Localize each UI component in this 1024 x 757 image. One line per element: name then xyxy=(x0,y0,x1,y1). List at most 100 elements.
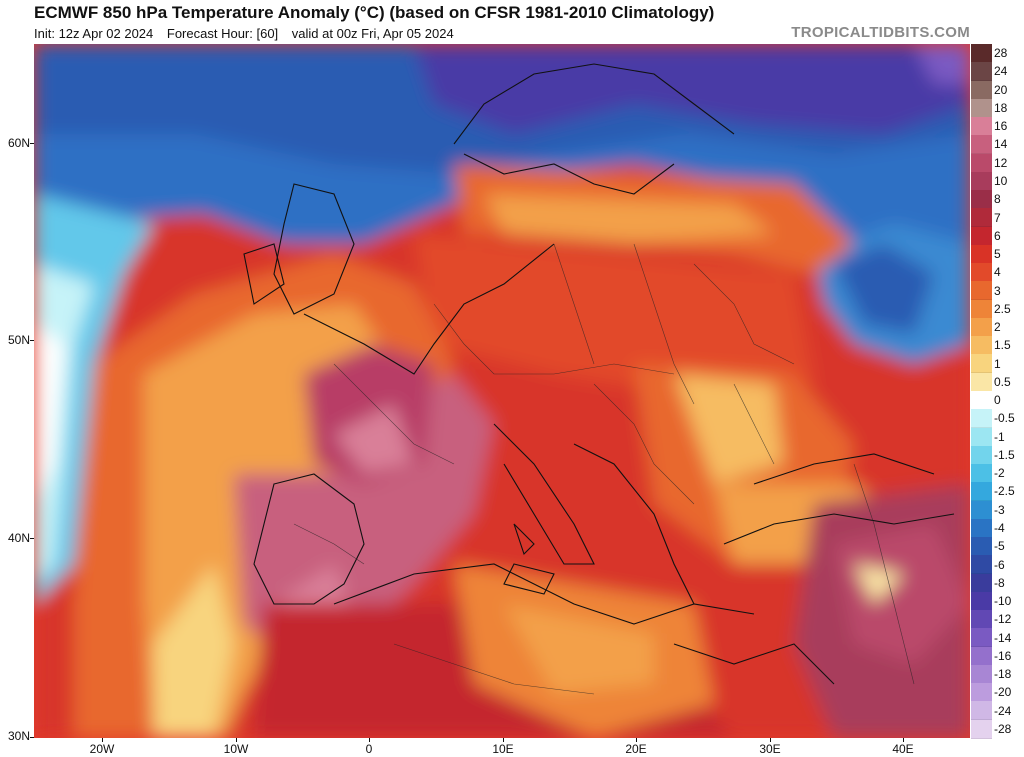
lon-label-10w: 10W xyxy=(223,742,249,756)
coastlines xyxy=(243,63,955,685)
colorbar-label: -3 xyxy=(994,502,1005,517)
colorbar-cell xyxy=(971,573,992,593)
colorbar-cell xyxy=(971,646,992,666)
colorbar-label: 5 xyxy=(994,247,1001,262)
lat-tick xyxy=(30,538,34,539)
colorbar-label: 2.5 xyxy=(994,301,1011,316)
colorbar-label: 10 xyxy=(994,173,1008,188)
colorbar-cell xyxy=(971,409,992,429)
lon-label-20w: 20W xyxy=(89,742,115,756)
colorbar-label: 14 xyxy=(994,137,1008,152)
lat-label-30n: 30N xyxy=(7,729,30,743)
colorbar-label: -12 xyxy=(994,612,1012,627)
lon-tick xyxy=(903,738,904,742)
colorbar-cell xyxy=(971,610,992,630)
colorbar-label: 24 xyxy=(994,64,1008,79)
colorbar-label: 0 xyxy=(994,393,1001,408)
colorbar-cell xyxy=(971,701,992,721)
colorbar-cell xyxy=(971,354,992,374)
colorbar-label: 28 xyxy=(994,46,1008,61)
colorbar-cell xyxy=(971,372,992,392)
anomaly-field xyxy=(34,44,970,738)
colorbar-label: 20 xyxy=(994,82,1008,97)
colorbar-cell xyxy=(971,317,992,337)
lat-tick xyxy=(30,737,34,738)
colorbar-label: 1.5 xyxy=(994,338,1011,353)
colorbar-cell xyxy=(971,135,992,155)
colorbar-cell xyxy=(971,190,992,210)
lon-tick xyxy=(503,738,504,742)
colorbar-cell xyxy=(971,153,992,173)
colorbar-cell xyxy=(971,226,992,246)
brand-watermark: TROPICALTIDBITS.COM xyxy=(791,24,970,41)
colorbar-cell xyxy=(971,482,992,502)
colorbar-label: -20 xyxy=(994,685,1012,700)
colorbar-label: -0.5 xyxy=(994,411,1015,426)
lat-tick xyxy=(30,143,34,144)
colorbar-label: -5 xyxy=(994,539,1005,554)
colorbar-label: 16 xyxy=(994,119,1008,134)
colorbar-label: 6 xyxy=(994,228,1001,243)
colorbar-cell xyxy=(971,208,992,228)
colorbar-cell xyxy=(971,391,992,410)
colorbar-label: 3 xyxy=(994,283,1001,298)
forecast-hour: Forecast Hour: [60] xyxy=(166,26,279,41)
valid-time: valid at 00z Fri, Apr 05 2024 xyxy=(291,26,454,41)
init-time: Init: 12z Apr 02 2024 xyxy=(34,26,154,41)
colorbar-label: 0.5 xyxy=(994,374,1011,389)
colorbar-cell xyxy=(971,98,992,118)
lat-label-60n: 60N xyxy=(7,136,30,150)
colorbar-label: -16 xyxy=(994,648,1012,663)
lat-tick xyxy=(30,340,34,341)
colorbar-cell xyxy=(971,500,992,520)
colorbar-cell xyxy=(971,628,992,648)
colorbar-label: -1 xyxy=(994,429,1005,444)
colorbar-cell xyxy=(971,44,992,63)
colorbar-label: -8 xyxy=(994,575,1005,590)
colorbar xyxy=(971,44,992,739)
colorbar-label: -14 xyxy=(994,630,1012,645)
colorbar-cell xyxy=(971,336,992,356)
colorbar-label: -10 xyxy=(994,594,1012,609)
colorbar-cell xyxy=(971,683,992,703)
map-title: ECMWF 850 hPa Temperature Anomaly (°C) (… xyxy=(34,3,715,22)
colorbar-cell xyxy=(971,537,992,557)
colorbar-cell xyxy=(971,171,992,191)
colorbar-label: -2 xyxy=(994,466,1005,481)
colorbar-label: 2 xyxy=(994,320,1001,335)
colorbar-cell xyxy=(971,591,992,611)
colorbar-cell xyxy=(971,464,992,484)
colorbar-cell xyxy=(971,62,992,82)
colorbar-cell xyxy=(971,281,992,301)
colorbar-cell xyxy=(971,555,992,575)
colorbar-label: 7 xyxy=(994,210,1001,225)
colorbar-cell xyxy=(971,445,992,465)
anomaly-map[interactable] xyxy=(34,44,970,738)
lon-label-40e: 40E xyxy=(892,742,914,756)
lon-label-10e: 10E xyxy=(492,742,514,756)
colorbar-cell xyxy=(971,518,992,538)
colorbar-label: 4 xyxy=(994,265,1001,280)
map-subtitle: Init: 12z Apr 02 2024 Forecast Hour: [60… xyxy=(34,26,464,41)
colorbar-label: -2.5 xyxy=(994,484,1015,499)
colorbar-cell xyxy=(971,427,992,447)
lon-tick xyxy=(770,738,771,742)
colorbar-cell xyxy=(971,719,992,739)
colorbar-label: 8 xyxy=(994,192,1001,207)
lon-tick xyxy=(102,738,103,742)
lon-label-20e: 20E xyxy=(625,742,647,756)
colorbar-label: -24 xyxy=(994,703,1012,718)
lat-label-50n: 50N xyxy=(7,333,30,347)
lon-tick xyxy=(236,738,237,742)
colorbar-cell xyxy=(971,299,992,319)
colorbar-label: 12 xyxy=(994,155,1008,170)
colorbar-label: -6 xyxy=(994,557,1005,572)
lat-label-40n: 40N xyxy=(7,531,30,545)
colorbar-label: -1.5 xyxy=(994,447,1015,462)
colorbar-cell xyxy=(971,244,992,264)
colorbar-label: -28 xyxy=(994,721,1012,736)
colorbar-cell xyxy=(971,664,992,684)
lon-label-30e: 30E xyxy=(759,742,781,756)
lon-label-0: 0 xyxy=(365,742,373,756)
colorbar-label: 1 xyxy=(994,356,1001,371)
